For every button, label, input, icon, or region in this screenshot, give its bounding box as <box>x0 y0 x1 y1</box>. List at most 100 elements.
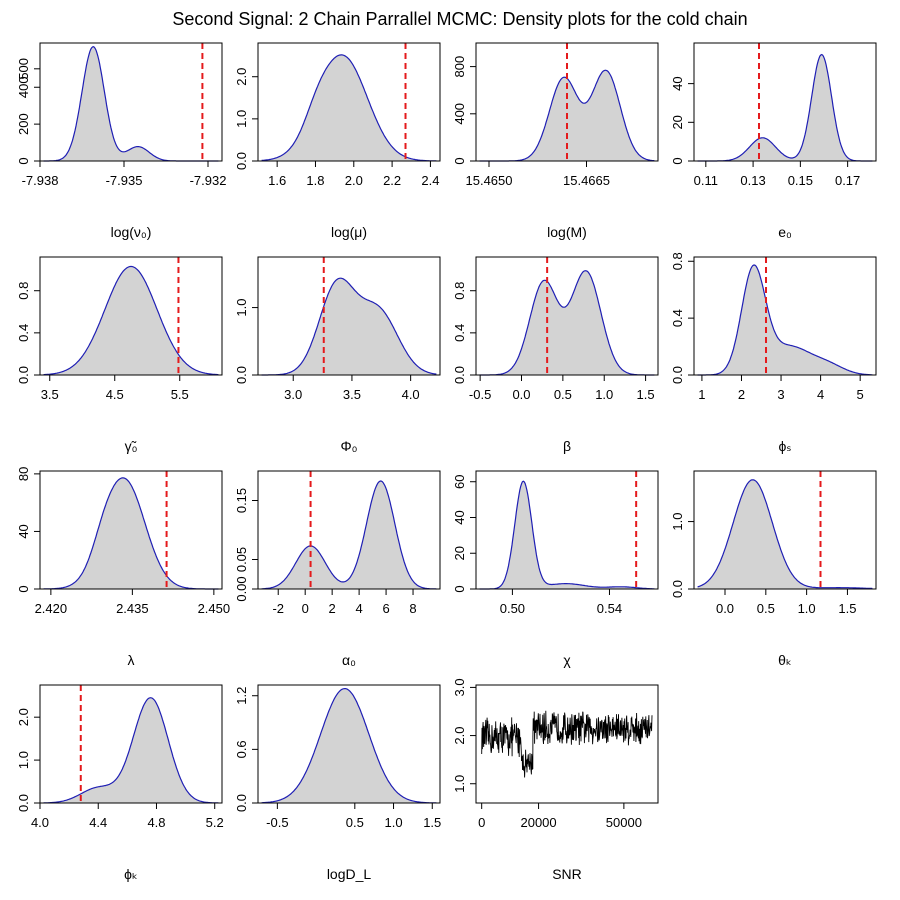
plot-frame <box>39 470 223 590</box>
x-tick-label: 4 <box>355 601 362 616</box>
x-tick-label: 3 <box>777 387 784 402</box>
x-tick-label: 4.4 <box>89 815 107 830</box>
density-curve <box>43 697 219 804</box>
x-tick-label: 1.8 <box>306 173 324 188</box>
x-axis-label: χ <box>563 652 571 668</box>
x-tick-label: 1.0 <box>798 601 816 616</box>
x-tick-label: -2 <box>272 601 284 616</box>
x-tick-label: 4.5 <box>106 387 124 402</box>
x-tick-label: 3.5 <box>41 387 59 402</box>
x-tick-label: 5 <box>857 387 864 402</box>
density-fill <box>43 46 219 162</box>
x-tick-label: 2.450 <box>198 601 231 616</box>
x-tick-label: 2.420 <box>35 601 68 616</box>
panel-3: 0.11 0.13 0.15 0.17 0 20 40 e₀ <box>670 42 877 240</box>
y-tick-label: 1.0 <box>16 751 31 769</box>
x-tick-label: 0.54 <box>597 601 622 616</box>
x-tick-label: 1.5 <box>637 387 655 402</box>
density-curve <box>43 477 219 590</box>
y-tick-label: 1.0 <box>452 775 467 793</box>
panel-8: 2.420 2.435 2.450 0 40 80 λ <box>16 467 230 668</box>
y-tick-label: 800 <box>452 56 467 78</box>
y-tick-label: 1.0 <box>234 299 249 317</box>
y-tick-label: 0.6 <box>234 740 249 758</box>
y-tick-label: 0.8 <box>16 282 31 300</box>
y-tick-label: 1.0 <box>670 513 685 531</box>
x-tick-label: 0.5 <box>757 601 775 616</box>
x-tick-label: 1.0 <box>595 387 613 402</box>
y-tick-label: 0.0 <box>16 366 31 384</box>
density-curve <box>697 53 873 162</box>
x-tick-label: 2.4 <box>421 173 439 188</box>
panel-10: 0.50 0.54 0 20 40 60 χ <box>452 470 659 668</box>
y-tick-label: 1.0 <box>234 110 249 128</box>
x-axis-label: θₖ <box>778 652 792 668</box>
x-tick-label: 5.5 <box>171 387 189 402</box>
x-tick-label: -7.935 <box>106 173 143 188</box>
y-tick-label: 80 <box>16 467 31 481</box>
y-tick-label: 2.0 <box>16 708 31 726</box>
x-axis-label: log(ν₀) <box>111 224 152 240</box>
density-curve <box>43 265 219 376</box>
plot-frame <box>693 256 877 376</box>
x-axis-label: SNR <box>552 866 582 882</box>
x-tick-label: 4 <box>817 387 824 402</box>
y-tick-label: 0.8 <box>452 282 467 300</box>
panel-2: 15.4650 15.4665 0 400 800 log(M) <box>452 42 659 240</box>
x-tick-label: 0.0 <box>716 601 734 616</box>
y-tick-label: 1.2 <box>234 687 249 705</box>
x-tick-label: 1.5 <box>838 601 856 616</box>
density-fill <box>261 688 437 803</box>
x-tick-label: 8 <box>409 601 416 616</box>
x-tick-label: 50000 <box>606 815 642 830</box>
y-tick-label: 0.0 <box>234 366 249 384</box>
plot-frame <box>257 256 441 376</box>
y-tick-label: 0 <box>16 157 31 164</box>
density-fill <box>697 479 873 589</box>
y-tick-label: 0 <box>452 157 467 164</box>
y-tick-label: 2.0 <box>452 727 467 745</box>
y-tick-label: 0.05 <box>234 547 249 572</box>
x-tick-label: 0.5 <box>346 815 364 830</box>
x-tick-label: 15.4650 <box>466 173 513 188</box>
density-fill <box>697 54 873 161</box>
y-tick-label: 0 <box>452 585 467 592</box>
x-tick-label: 0 <box>478 815 485 830</box>
y-tick-label: 0.4 <box>670 309 685 327</box>
panel-5: 3.0 3.5 4.0 0.0 1.0 Φ₀ <box>234 256 441 454</box>
x-axis-label: α₀ <box>342 652 356 668</box>
y-tick-label: 500 <box>16 58 31 80</box>
x-tick-label: 0.0 <box>512 387 530 402</box>
x-tick-label: 0 <box>302 601 309 616</box>
x-tick-label: 1.6 <box>268 173 286 188</box>
x-tick-label: 0.17 <box>835 173 860 188</box>
density-fill <box>43 266 219 375</box>
panel-7: 1 2 3 4 5 0.0 0.4 0.8 ϕₛ <box>670 252 877 454</box>
density-fill <box>479 270 655 375</box>
x-tick-label: 15.4665 <box>563 173 610 188</box>
plot-frame <box>39 256 223 376</box>
x-tick-label: 0.11 <box>694 173 718 188</box>
y-tick-label: 0.00 <box>234 576 249 601</box>
x-axis-label: λ <box>128 652 135 668</box>
x-axis-label: logD_L <box>327 866 372 882</box>
density-curve <box>479 270 655 376</box>
x-axis-label: β <box>563 438 571 454</box>
density-curve <box>261 688 437 804</box>
panel-12: 4.0 4.4 4.8 5.2 0.0 1.0 2.0 ϕₖ <box>16 684 224 882</box>
x-axis-label: log(M) <box>547 224 587 240</box>
y-tick-label: 0.15 <box>234 488 249 513</box>
y-tick-label: 2.0 <box>234 68 249 86</box>
panel-4: 3.5 4.5 5.5 0.0 0.4 0.8 γ̃₀ <box>16 256 223 454</box>
trace-line <box>481 710 653 778</box>
density-fill <box>261 481 437 589</box>
x-tick-label: 2 <box>329 601 336 616</box>
x-tick-label: 1.0 <box>384 815 402 830</box>
plot-frame <box>475 256 659 376</box>
y-tick-label: 0.0 <box>670 366 685 384</box>
density-fill <box>43 477 219 589</box>
plot-frame <box>39 684 223 804</box>
x-tick-label: 3.0 <box>284 387 302 402</box>
panel-6: -0.5 0.0 0.5 1.0 1.50.00.40.8β <box>452 256 659 454</box>
